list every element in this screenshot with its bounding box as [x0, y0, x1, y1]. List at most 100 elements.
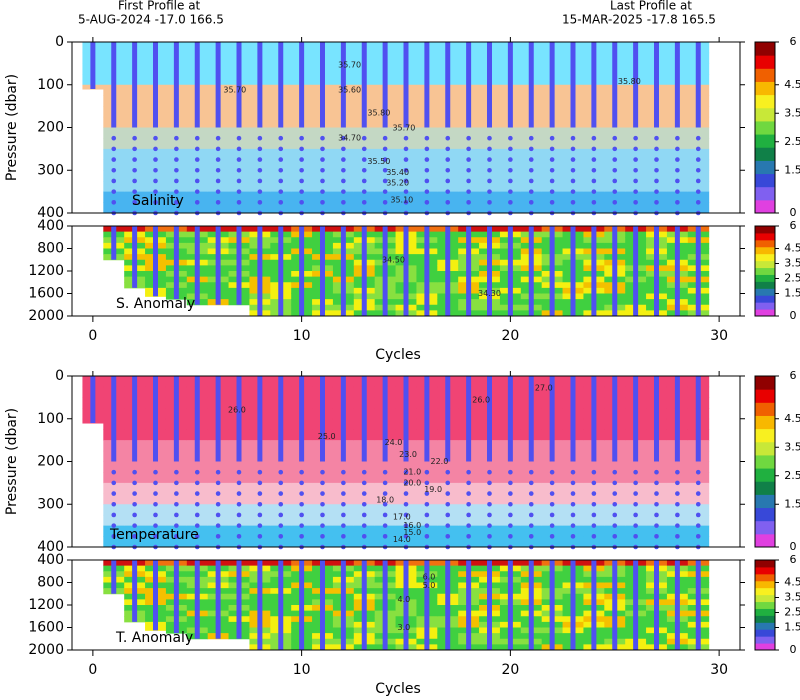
colorbar-band — [755, 107, 775, 122]
profile-sample — [132, 178, 137, 184]
field-cell — [499, 202, 522, 214]
profile-sample — [132, 135, 137, 141]
profile-sample — [111, 189, 117, 194]
colorbar-band — [755, 173, 775, 188]
field-cell — [207, 493, 230, 505]
profile-sample — [194, 200, 200, 205]
field-cell — [165, 514, 188, 527]
profile-sample — [215, 146, 221, 152]
field-cell — [395, 472, 417, 484]
field-cell — [541, 461, 564, 473]
field-cell — [291, 191, 313, 203]
profile-sample — [654, 146, 659, 152]
profile-sample — [174, 512, 179, 518]
profile-sample — [633, 146, 638, 152]
field-cell — [625, 493, 647, 505]
profile-sample — [174, 469, 179, 475]
field-cell — [103, 472, 125, 484]
profile-sample — [445, 146, 451, 152]
field-cell — [270, 461, 292, 473]
field-cell — [416, 159, 438, 171]
profile-sample — [508, 178, 513, 184]
field-cell — [145, 461, 167, 473]
field-cell — [583, 536, 605, 548]
profile-sample — [654, 189, 659, 194]
profile-sample — [236, 501, 242, 507]
profile-sample — [153, 157, 158, 162]
field-cell — [353, 536, 376, 548]
colorbar-label: 6 — [790, 553, 797, 566]
field-cell — [583, 504, 605, 516]
field-cell — [687, 536, 710, 548]
profile-sample — [466, 200, 471, 205]
field-cell — [332, 461, 355, 473]
profile-sample — [341, 167, 346, 173]
field-cell — [666, 536, 689, 548]
field-cell — [249, 159, 271, 171]
field-cell — [395, 180, 417, 193]
profile-sample — [487, 469, 492, 475]
field-cell — [165, 170, 188, 182]
profile-sample — [174, 157, 179, 162]
field-cell — [646, 127, 668, 139]
field-cell — [541, 148, 564, 161]
field-cell — [165, 127, 188, 139]
profile-sample — [612, 178, 618, 184]
profile-sample — [341, 534, 346, 539]
colorbar-band — [755, 239, 775, 248]
field-cell — [312, 191, 334, 203]
profile-sample — [236, 512, 242, 518]
field-cell — [186, 159, 209, 171]
field-cell — [249, 525, 271, 537]
contour-label: 35.70 — [223, 85, 246, 94]
field-cell — [479, 159, 501, 171]
field-cell — [666, 191, 689, 203]
profile-sample — [341, 135, 346, 141]
field-cell — [395, 504, 417, 516]
profile-sample — [654, 200, 659, 205]
contour-label: 26.0 — [472, 395, 490, 404]
field-cell — [416, 482, 438, 495]
profile-sample — [508, 491, 513, 496]
field-cell — [291, 493, 313, 505]
field-cell — [270, 482, 292, 495]
field-cell — [562, 472, 584, 484]
field-cell — [207, 202, 230, 214]
field-cell — [374, 482, 397, 495]
field-cell — [562, 148, 584, 161]
field-cell — [625, 159, 647, 171]
x-tick-label: 30 — [710, 662, 728, 678]
field-cell — [353, 493, 376, 505]
last-profile-value: 15-MAR-2025 -17.8 165.5 — [562, 13, 716, 27]
profile-sample — [508, 200, 513, 205]
field-cell — [124, 202, 146, 214]
contour-label: 17.0 — [393, 513, 411, 522]
colorbar-band — [755, 376, 775, 390]
field-cell — [541, 514, 564, 527]
profile-sample — [403, 491, 409, 496]
colorbar-label: 3.5 — [784, 591, 800, 604]
colorbar-label: 0 — [790, 309, 797, 322]
y-axis-label: Pressure (dbar) — [4, 408, 20, 515]
colorbar-band — [755, 566, 775, 575]
field-cell — [625, 525, 647, 537]
field-cell — [312, 482, 334, 495]
field-cell — [291, 148, 313, 161]
profile-sample — [466, 189, 471, 194]
profile-sample — [132, 146, 137, 152]
colorbar-band — [755, 226, 775, 234]
profile-sample — [132, 200, 137, 205]
field-cell — [646, 148, 668, 161]
profile-sample — [508, 157, 513, 162]
profile-sample — [424, 523, 430, 528]
profile-sample — [654, 167, 659, 173]
profile-sample — [215, 200, 221, 205]
profile-sample — [528, 512, 534, 518]
field-cell — [332, 472, 355, 484]
profile-sample — [654, 157, 659, 162]
field-cell — [124, 525, 146, 537]
colorbar-band — [755, 415, 775, 430]
field-cell — [165, 493, 188, 505]
field-cell — [353, 170, 376, 182]
profile-sample — [633, 480, 638, 486]
